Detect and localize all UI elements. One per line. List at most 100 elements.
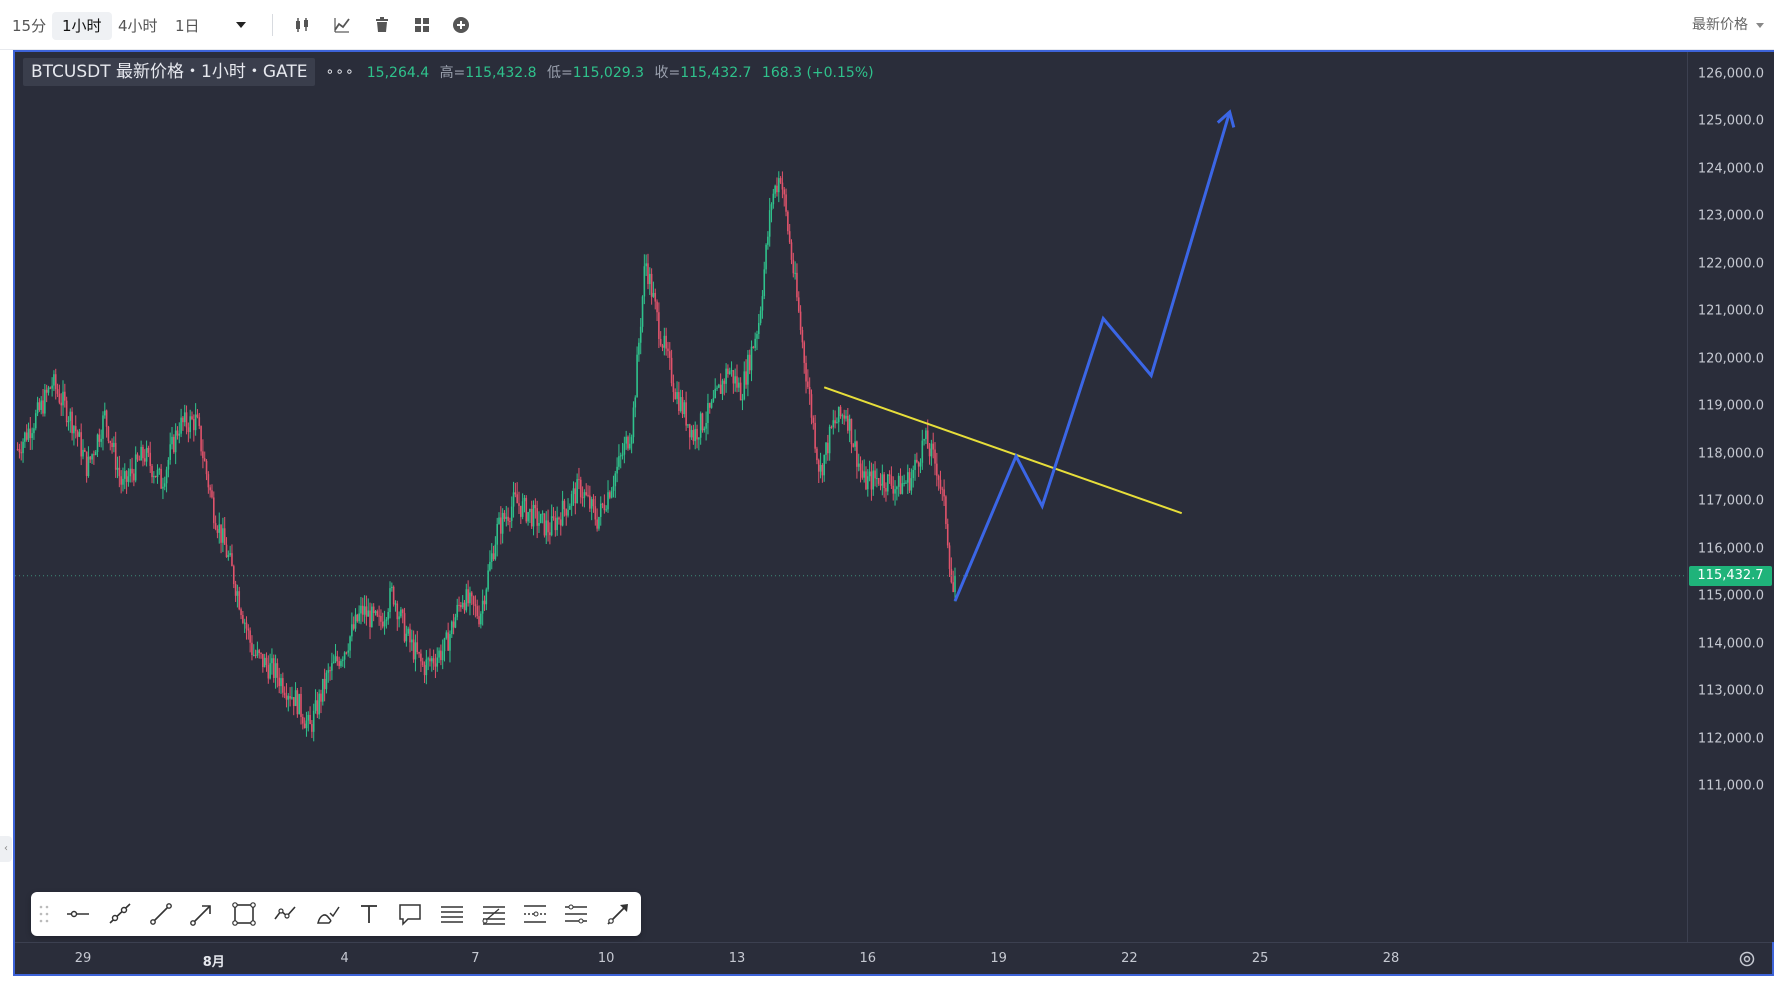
candle-body	[847, 415, 849, 431]
candle-body	[133, 473, 135, 481]
rectangle-tool-icon[interactable]	[230, 900, 258, 928]
time-tick-label: 7	[471, 951, 480, 966]
text-tool-icon[interactable]	[355, 900, 383, 928]
candle-body	[727, 368, 729, 375]
candle-body	[510, 506, 513, 521]
candle-body	[169, 444, 171, 460]
candle-body	[369, 610, 371, 628]
arrow-tool-icon[interactable]	[188, 900, 216, 928]
candle-body	[271, 658, 273, 664]
candle-body	[31, 433, 33, 439]
candle-body	[827, 442, 829, 454]
chevron-down-icon[interactable]	[1756, 23, 1764, 28]
candle-body	[327, 670, 330, 673]
candle-body	[692, 429, 695, 442]
candle-body	[661, 345, 664, 348]
candle-body	[391, 586, 393, 589]
candle-body	[527, 512, 529, 522]
symbol-title[interactable]: BTCUSDT 最新价格・1小时・GATE	[23, 58, 316, 86]
ray-tool-icon[interactable]	[106, 900, 134, 928]
layout-icon[interactable]	[410, 13, 434, 37]
candle-body	[812, 417, 815, 423]
candle-body	[634, 397, 637, 408]
trend-line-tool-icon[interactable]	[147, 900, 175, 928]
open-value: 15,264.4	[366, 65, 430, 81]
candle-body	[69, 411, 72, 421]
gann-tool-icon[interactable]	[562, 900, 590, 928]
candle-body	[718, 384, 720, 388]
candlestick-icon[interactable]	[290, 13, 314, 37]
collapse-toolbar-tab[interactable]: ‹	[0, 836, 12, 862]
top-toolbar: 15分 1小时 4小时 1日 最新价格	[0, 0, 1774, 50]
parallel-channel-tool-icon[interactable]	[438, 900, 466, 928]
fib-retracement-tool-icon[interactable]	[480, 900, 508, 928]
candle-body	[505, 516, 508, 519]
candle-body	[901, 483, 904, 494]
time-axis[interactable]: 29 8月 4 7 10 13 16 19 22 25 28	[15, 942, 1772, 974]
candle-body	[360, 605, 362, 614]
candle-body	[222, 528, 224, 543]
candle-body	[420, 653, 422, 662]
trash-icon[interactable]	[370, 13, 394, 37]
timeframe-dropdown-icon[interactable]	[236, 22, 246, 28]
timeframe-1d[interactable]: 1日	[175, 17, 200, 35]
candle-body	[612, 486, 615, 491]
candle-body	[770, 204, 773, 211]
candle-body	[886, 474, 889, 492]
candle-body	[400, 609, 402, 617]
candle-body	[307, 714, 310, 721]
candle-body	[385, 619, 388, 621]
brush-tool-icon[interactable]	[314, 900, 342, 928]
candle-body	[452, 621, 455, 628]
price-axis[interactable]: 115,432.7 126,000.0 125,000.0 124,000.0 123…	[1687, 52, 1774, 942]
candle-body	[354, 614, 357, 629]
candle-body	[643, 266, 646, 297]
candle-body	[816, 448, 818, 461]
candle-body	[540, 514, 542, 524]
callout-tool-icon[interactable]	[396, 900, 424, 928]
candle-body	[821, 464, 824, 476]
candle-body	[752, 346, 755, 348]
more-options-icon[interactable]: ∘∘∘	[325, 64, 355, 80]
candle-body	[289, 696, 291, 699]
candle-body	[607, 492, 609, 510]
candle-body	[747, 354, 749, 385]
polyline-tool-icon[interactable]	[272, 900, 300, 928]
price-type-select[interactable]: 最新价格	[1692, 17, 1748, 33]
drag-handle-icon[interactable]	[39, 904, 49, 924]
timeframe-15m[interactable]: 15分	[12, 17, 47, 35]
horizontal-line-tool-icon[interactable]	[64, 900, 92, 928]
timeframe-1h[interactable]: 1小时	[52, 12, 112, 40]
timeframe-4h[interactable]: 4小时	[118, 17, 158, 35]
candle-body	[823, 454, 825, 476]
candle-body	[832, 420, 835, 428]
candle-body	[416, 642, 419, 653]
candle-body	[803, 342, 806, 363]
add-icon[interactable]	[449, 13, 473, 37]
fib-extension-tool-icon[interactable]	[521, 900, 549, 928]
candle-body	[743, 371, 746, 400]
indicator-icon[interactable]	[330, 13, 354, 37]
candle-body	[16, 449, 19, 451]
candle-body	[436, 657, 439, 667]
candle-body	[104, 410, 106, 416]
candle-body	[85, 451, 88, 477]
candle-body	[485, 589, 488, 605]
candlestick-chart[interactable]	[15, 52, 1687, 942]
chart-plot-area[interactable]: BTCUSDT 最新价格・1小时・GATE ∘∘∘ 15,264.4 高=115…	[15, 52, 1687, 942]
candle-body	[867, 476, 869, 490]
price-tick-label: 118,000.0	[1697, 446, 1764, 462]
candle-body	[283, 692, 286, 696]
candle-body	[207, 474, 210, 488]
settings-gear-icon[interactable]	[1738, 950, 1756, 968]
candle-body	[302, 716, 304, 724]
candle-body	[209, 487, 211, 491]
candle-body	[33, 428, 35, 434]
candle-body	[627, 436, 629, 449]
candle-body	[470, 592, 473, 597]
candle-body	[160, 468, 162, 489]
long-position-tool-icon[interactable]	[604, 900, 632, 928]
candle-body	[819, 464, 822, 472]
candle-body	[425, 659, 428, 676]
candle-body	[25, 432, 28, 440]
